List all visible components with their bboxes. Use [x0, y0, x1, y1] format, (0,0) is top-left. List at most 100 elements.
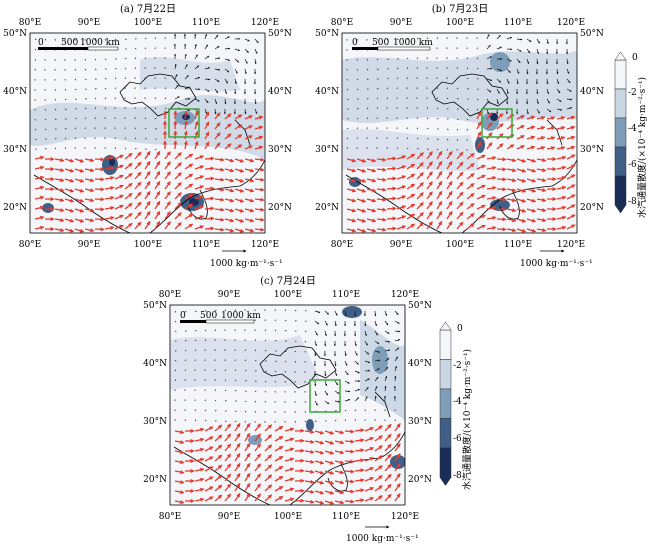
flux-vector	[104, 38, 107, 41]
flux-vector	[346, 137, 349, 140]
panel-a-reference-vector: 1000 kg·m⁻¹·s⁻¹	[210, 249, 283, 269]
flux-vector	[536, 108, 540, 114]
flux-vector	[64, 147, 67, 150]
flux-vector	[324, 390, 329, 396]
flux-vector	[244, 400, 247, 403]
flux-vector	[144, 180, 151, 190]
flux-vector	[374, 330, 378, 336]
flux-vector	[214, 68, 221, 71]
flux-vector	[344, 390, 351, 393]
flux-vector	[374, 455, 383, 462]
flux-vector	[184, 183, 194, 190]
panel-c-lat-right-40: 40°N	[408, 359, 432, 369]
flux-vector	[526, 198, 537, 203]
panel-b-lon-top-110: 110°E	[504, 18, 532, 28]
flux-vector	[274, 435, 284, 442]
flux-vector	[314, 420, 317, 422]
flux-vector	[274, 455, 284, 462]
flux-vector	[334, 390, 340, 394]
flux-vector	[204, 131, 210, 140]
panel-a-lat-left-30: 30°N	[3, 145, 27, 155]
flux-vector	[214, 88, 219, 94]
flux-vector	[386, 166, 397, 171]
flux-vector	[174, 460, 185, 465]
flux-vector	[556, 68, 559, 75]
flux-vector	[214, 78, 220, 83]
flux-vector	[356, 108, 359, 110]
flux-vector	[446, 180, 453, 190]
flux-vector	[224, 379, 227, 382]
flux-vector	[324, 430, 335, 435]
flux-vector	[254, 433, 262, 442]
flux-vector	[556, 215, 567, 220]
flux-vector	[526, 108, 529, 115]
flux-vector	[54, 158, 65, 163]
flux-vector	[384, 366, 389, 372]
flux-vector	[466, 67, 469, 70]
flux-vector	[376, 167, 387, 172]
flux-vector	[44, 128, 47, 131]
flux-vector	[104, 225, 115, 231]
flux-vector	[384, 375, 388, 382]
flux-vector	[426, 107, 428, 110]
panel-b-lat-left-20: 20°N	[315, 203, 339, 213]
flux-vector	[526, 188, 537, 193]
flux-vector	[344, 429, 355, 434]
panel-b-lon-top-100: 100°E	[446, 18, 474, 28]
flux-vector	[416, 162, 424, 170]
flux-vector	[376, 157, 387, 162]
flux-vector	[94, 58, 97, 61]
flux-vector	[406, 213, 416, 220]
flux-vector	[204, 33, 207, 40]
flux-vector	[34, 205, 45, 210]
flux-vector	[204, 426, 214, 432]
flux-vector	[154, 37, 157, 40]
flux-vector	[274, 380, 277, 383]
panel-b-vector-field	[346, 34, 576, 233]
flux-vector	[134, 181, 142, 190]
flux-vector	[426, 127, 429, 130]
flux-vector	[244, 208, 255, 213]
flux-vector	[234, 168, 245, 173]
panel-c-lat-left-30: 30°N	[143, 417, 167, 427]
panel-b-lat-left: 50°N 40°N 30°N 20°N	[315, 29, 339, 213]
flux-vector	[124, 57, 127, 60]
flux-vector	[374, 435, 383, 442]
flux-vector	[354, 409, 357, 412]
flux-vector	[394, 330, 401, 333]
flux-vector	[204, 186, 215, 191]
flux-vector	[104, 205, 115, 211]
flux-vector	[366, 98, 369, 100]
flux-vector	[104, 155, 115, 161]
flux-vector	[314, 390, 317, 397]
flux-vector	[84, 178, 95, 183]
panel-b-lon-bottom: 80°E 90°E 100°E 110°E 120°E	[331, 240, 585, 250]
flux-vector	[224, 188, 235, 193]
flux-vector	[526, 135, 536, 140]
panel-b-lat-right-50: 50°N	[580, 29, 604, 39]
flux-vector	[284, 467, 295, 472]
flux-vector	[284, 437, 295, 442]
flux-vector	[214, 329, 216, 332]
flux-vector	[134, 151, 142, 160]
flux-vector	[224, 309, 227, 312]
panel-c-lon-bot-120: 120°E	[391, 512, 419, 522]
flux-vector	[174, 490, 185, 495]
flux-vector	[416, 127, 419, 130]
flux-vector	[506, 144, 515, 150]
flux-vector	[194, 205, 205, 210]
flux-vector	[164, 181, 171, 190]
flux-vector	[294, 350, 297, 353]
flux-vector	[536, 125, 546, 131]
flux-vector	[234, 390, 237, 392]
flux-vector	[284, 350, 287, 353]
flux-vector	[396, 147, 399, 150]
flux-vector	[244, 228, 255, 233]
flux-vector	[194, 447, 205, 452]
flux-vector	[384, 357, 390, 362]
flux-vector	[234, 188, 245, 193]
flux-vector	[254, 493, 262, 502]
flux-vector	[406, 223, 416, 230]
flux-vector	[386, 206, 397, 211]
flux-vector	[124, 152, 133, 160]
